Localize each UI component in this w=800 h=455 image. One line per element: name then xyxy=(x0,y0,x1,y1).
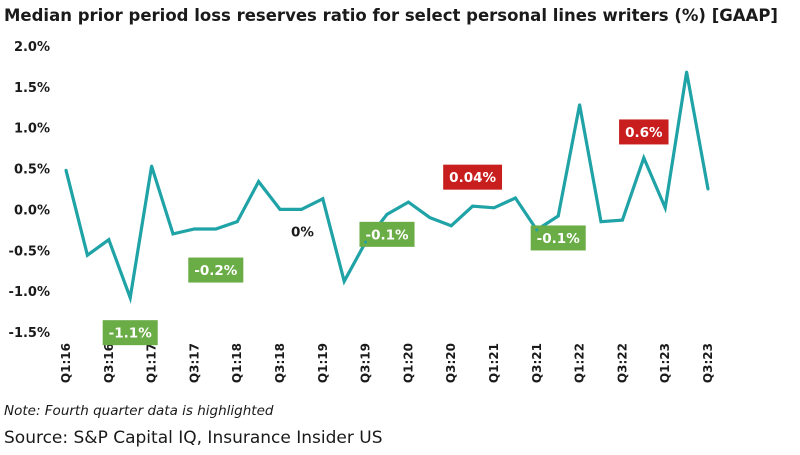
data-point-Q3:23 xyxy=(706,187,710,191)
data-point-Q2:23 xyxy=(685,70,689,74)
data-label-Q4:19: -0.1% xyxy=(359,221,415,247)
data-label-Q4:22: 0.6% xyxy=(619,119,669,145)
x-tick-label: Q1:19 xyxy=(316,343,330,383)
annotations: -1.1% -0.2% 0% -0.1% 0.04% -0.1% 0.6% xyxy=(102,119,669,346)
x-tick-label: Q3:16 xyxy=(102,343,116,383)
y-tick-label: 0.0% xyxy=(14,203,50,218)
data-point-Q2:21 xyxy=(513,196,517,200)
x-tick-label: Q3:21 xyxy=(530,343,544,383)
x-axis: Q1:16 Q3:16 Q1:17 Q3:17 Q1:18 Q3:18 Q1:19 Q3:19… xyxy=(59,343,715,383)
series-line xyxy=(64,71,710,304)
data-point-Q1:17 xyxy=(150,164,154,168)
data-label-Q4:16: -1.1% xyxy=(102,320,158,346)
data-label-text: 0% xyxy=(291,224,314,240)
x-tick-label: Q3:23 xyxy=(701,343,715,383)
y-tick-label: -0.5% xyxy=(9,244,50,259)
data-point-Q3:18 xyxy=(278,207,282,211)
x-tick-label: Q1:23 xyxy=(658,343,672,383)
data-point-Q3:19 xyxy=(364,240,368,244)
data-label-Q4:17: -0.2% xyxy=(188,257,244,283)
chart-source: Source: S&P Capital IQ, Insurance Inside… xyxy=(4,428,383,448)
data-point-Q4:16 xyxy=(128,296,132,300)
data-label-text: -0.1% xyxy=(537,231,581,247)
data-label-Q4:21: -0.1% xyxy=(530,225,586,251)
data-point-Q2:17 xyxy=(171,232,175,236)
data-point-Q3:16 xyxy=(107,238,111,242)
data-label-Q4:18: 0% xyxy=(291,224,314,240)
data-point-Q3:20 xyxy=(449,224,453,228)
data-label-text: -0.1% xyxy=(365,227,409,243)
data-label-text: -1.1% xyxy=(109,326,153,342)
data-point-Q2:19 xyxy=(342,279,346,283)
data-point-Q4:17 xyxy=(214,227,218,231)
data-point-Q1:20 xyxy=(406,200,410,204)
data-point-Q1:18 xyxy=(235,220,239,224)
x-tick-label: Q3:22 xyxy=(615,343,629,383)
data-label-box xyxy=(359,221,415,247)
chart-title: Median prior period loss reserves ratio … xyxy=(4,6,778,25)
chart-note: Note: Fourth quarter data is highlighted xyxy=(4,403,274,419)
x-tick-label: Q3:18 xyxy=(273,343,287,383)
data-label-box xyxy=(102,320,158,346)
data-point-Q3:17 xyxy=(192,227,196,231)
y-tick-label: -1.0% xyxy=(9,285,50,300)
x-tick-label: Q1:17 xyxy=(145,343,159,383)
x-tick-label: Q1:20 xyxy=(401,343,415,383)
data-point-Q1:23 xyxy=(663,206,667,210)
x-tick-label: Q3:20 xyxy=(444,343,458,383)
data-point-Q2:18 xyxy=(257,180,261,184)
x-tick-label: Q1:21 xyxy=(487,343,501,383)
data-point-Q1:19 xyxy=(321,197,325,201)
y-tick-label: 1.0% xyxy=(14,122,50,137)
data-label-box xyxy=(188,257,244,283)
data-point-Q1:22 xyxy=(578,103,582,107)
data-point-Q1:21 xyxy=(492,206,496,210)
data-label-text: -0.2% xyxy=(194,263,238,279)
x-tick-label: Q3:17 xyxy=(187,343,201,383)
data-point-Q2:20 xyxy=(428,216,432,220)
data-label-text: 0.04% xyxy=(449,170,496,186)
data-point-Q3:21 xyxy=(535,228,539,232)
data-label-box xyxy=(530,225,586,251)
y-tick-label: -1.5% xyxy=(9,326,50,341)
data-point-Q4:18 xyxy=(299,207,303,211)
y-axis: 2.0% 1.5% 1.0% 0.5% 0.0% -0.5% -1.0% -1.5% xyxy=(9,40,50,341)
data-point-Q2:22 xyxy=(599,220,603,224)
data-point-Q4:19 xyxy=(385,212,389,216)
x-tick-label: Q1:16 xyxy=(59,343,73,383)
x-tick-label: Q1:18 xyxy=(230,343,244,383)
data-label-text: 0.6% xyxy=(625,125,663,141)
x-tick-label: Q1:22 xyxy=(573,343,587,383)
data-label-Q4:20: 0.04% xyxy=(443,164,503,190)
data-point-Q4:22 xyxy=(642,156,646,160)
data-label-box xyxy=(619,119,669,145)
y-tick-label: 2.0% xyxy=(14,40,50,55)
data-point-Q1:16 xyxy=(64,168,68,172)
data-point-Q4:21 xyxy=(556,214,560,218)
data-point-Q3:22 xyxy=(620,218,624,222)
x-tick-label: Q3:19 xyxy=(359,343,373,383)
y-tick-label: 0.5% xyxy=(14,163,50,178)
data-point-Q4:20 xyxy=(471,204,475,208)
data-point-Q2:16 xyxy=(85,253,89,257)
data-label-box xyxy=(443,164,503,190)
y-tick-label: 1.5% xyxy=(14,81,50,96)
